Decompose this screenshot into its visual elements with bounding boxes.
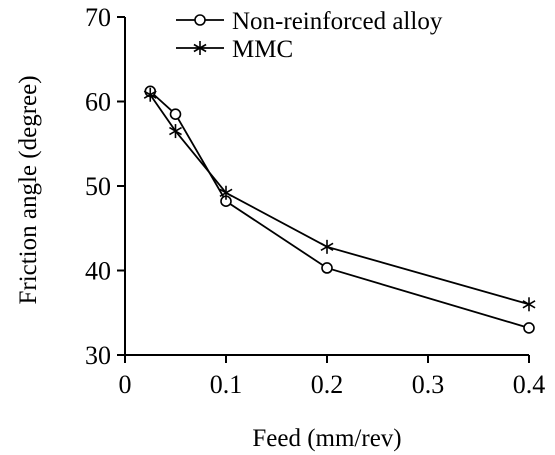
legend-label-non-reinforced-alloy: Non-reinforced alloy xyxy=(232,8,443,35)
x-tick-label: 0.1 xyxy=(210,370,243,399)
y-tick-label: 50 xyxy=(85,172,111,201)
series-line-mmc xyxy=(149,94,530,306)
data-point-non-reinforced-alloy xyxy=(523,322,535,334)
data-point-mmc xyxy=(522,297,536,312)
legend-label-mmc: MMC xyxy=(232,36,293,63)
asterisk-stroke xyxy=(522,300,536,309)
x-tick-label: 0.4 xyxy=(513,370,546,399)
y-tick-label: 30 xyxy=(85,341,111,370)
series-markers xyxy=(143,85,536,334)
series-lines xyxy=(149,90,530,329)
asterisk-stroke xyxy=(219,188,233,197)
data-point-mmc xyxy=(320,239,334,254)
y-tick-label: 60 xyxy=(85,88,111,117)
y-tick-label: 40 xyxy=(85,257,111,286)
y-tick-label: 70 xyxy=(85,3,111,32)
legend-marker-mmc xyxy=(193,41,207,55)
legend-marker-non-reinforced-alloy xyxy=(194,14,206,26)
axes: 30 40 50 60 70 0 0.1 0.2 0.3 0.4 xyxy=(85,3,545,399)
x-tick-label: 0.2 xyxy=(311,370,344,399)
series-line-non-reinforced-alloy xyxy=(149,90,530,329)
data-point-mmc xyxy=(169,124,182,139)
y-axis-label: Friction angle (degree) xyxy=(15,75,42,304)
asterisk-stroke xyxy=(320,242,334,252)
x-axis-label: Feed (mm/rev) xyxy=(252,425,401,452)
asterisk-stroke xyxy=(169,126,182,136)
data-point-non-reinforced-alloy xyxy=(169,108,182,120)
asterisk-stroke xyxy=(143,90,157,99)
asterisk-stroke xyxy=(193,43,207,53)
x-tick-label: 0 xyxy=(119,370,132,399)
x-tick-label: 0.3 xyxy=(412,370,445,399)
data-point-mmc xyxy=(219,185,233,200)
data-point-mmc xyxy=(143,87,157,102)
data-point-non-reinforced-alloy xyxy=(321,262,333,274)
